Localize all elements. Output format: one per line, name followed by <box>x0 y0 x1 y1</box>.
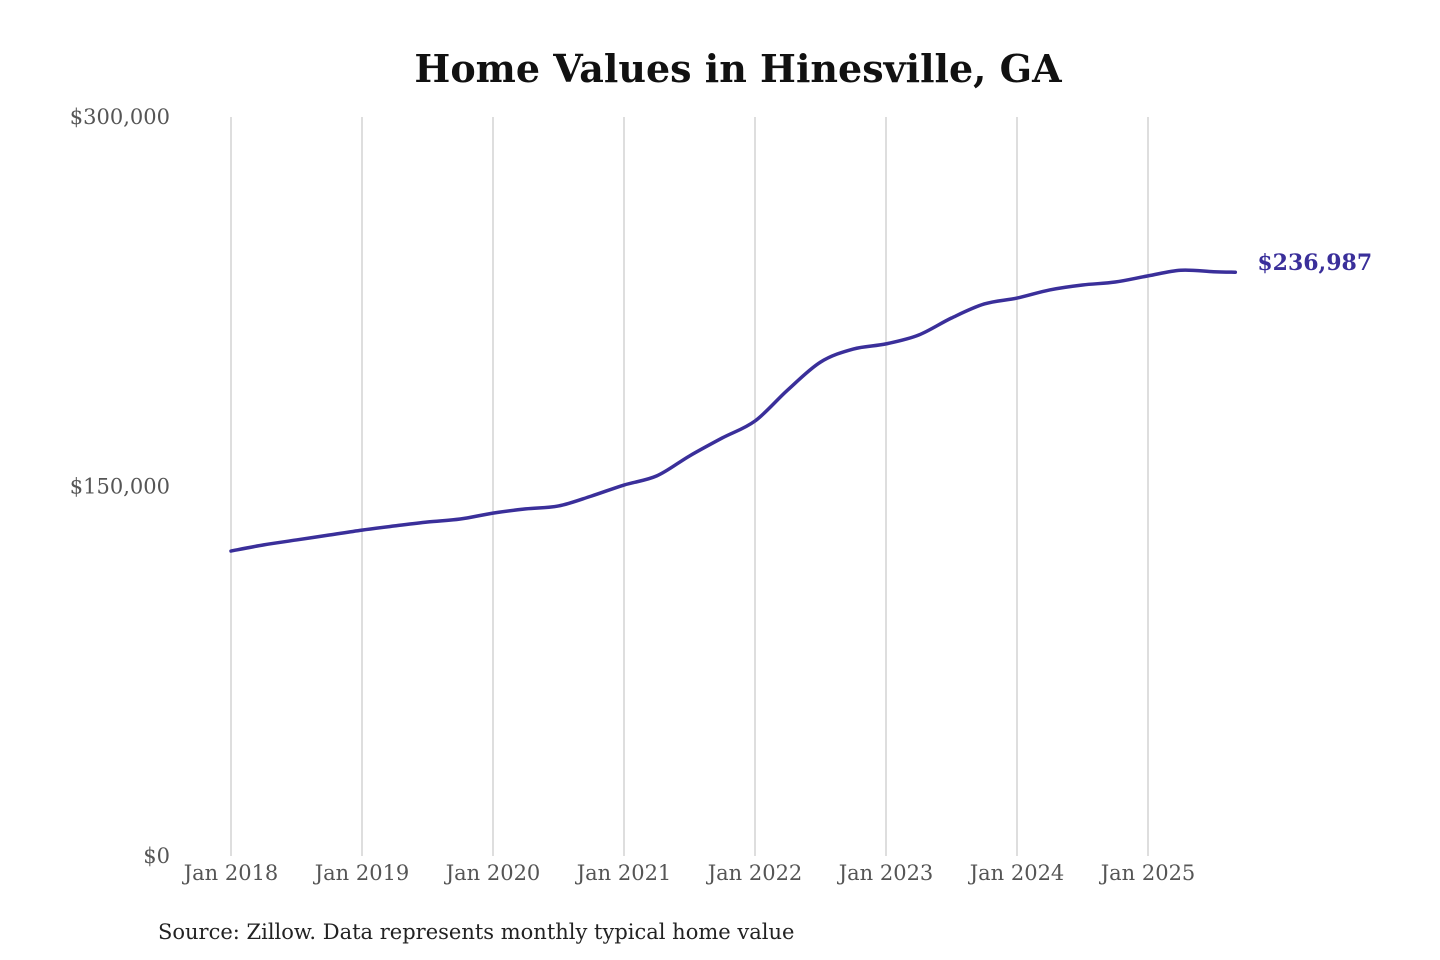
x-tick-label: Jan 2022 <box>706 861 803 885</box>
y-tick-label: $0 <box>143 844 170 868</box>
chart-title: Home Values in Hinesville, GA <box>414 46 1062 91</box>
y-tick-label: $150,000 <box>70 475 170 499</box>
source-note: Source: Zillow. Data represents monthly … <box>158 920 794 944</box>
gridlines <box>230 117 1149 856</box>
y-tick-label: $300,000 <box>70 105 170 129</box>
x-tick-label: Jan 2020 <box>444 861 541 885</box>
x-tick-label: Jan 2023 <box>837 861 934 885</box>
end-value-label: $236,987 <box>1257 250 1372 276</box>
x-tick-label: Jan 2019 <box>313 861 410 885</box>
x-tick-label: Jan 2025 <box>1099 861 1196 885</box>
x-tick-label: Jan 2021 <box>575 861 672 885</box>
series-line <box>229 268 1238 553</box>
x-axis-ticks: Jan 2018 Jan 2019 Jan 2020 Jan 2021 Jan 2022… <box>182 861 1196 885</box>
x-tick-label: Jan 2018 <box>182 861 279 885</box>
x-tick-label: Jan 2024 <box>968 861 1065 885</box>
y-axis-ticks: $0 $150,000 $300,000 <box>70 105 170 868</box>
